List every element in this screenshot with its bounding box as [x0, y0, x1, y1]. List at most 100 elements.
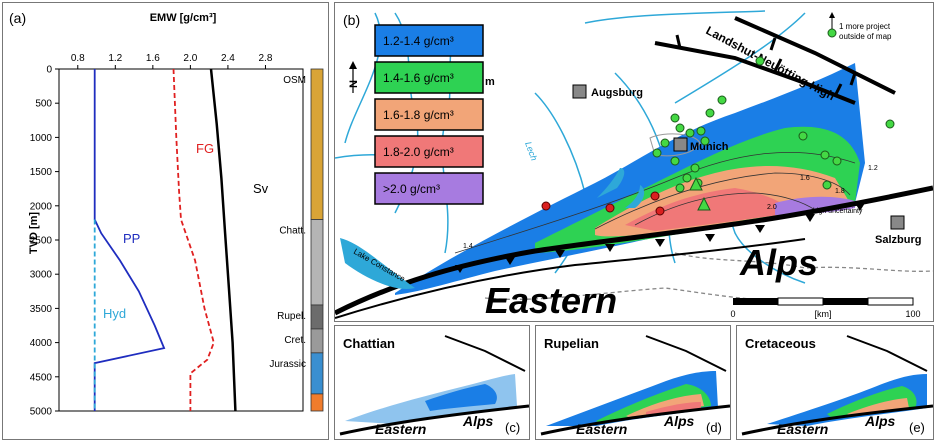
inset-fault: [444, 335, 526, 372]
panel-b-map: 1.2 1.6 1.8 2.0 1.4 high uncertainty: [334, 2, 934, 322]
inset-zone: [767, 374, 927, 426]
legend-swatch: [374, 172, 484, 205]
fault-tick: [849, 72, 857, 86]
pressure-legend: 1.2-1.4 g/cm³ 1.4-1.6 g/cm³ 1.6-1.8 g/cm³ 1…: [374, 24, 484, 205]
formation-block: [310, 328, 324, 354]
legend-label: 1.2-1.4 g/cm³: [383, 34, 454, 48]
formation-label: OSM: [283, 75, 306, 86]
formation-label: Jurassic: [269, 359, 306, 370]
project-marker: [705, 108, 715, 118]
landshut-fault-north: [734, 16, 896, 95]
series-line-pp: [93, 69, 166, 411]
contour-label-1-8: 1.8: [835, 188, 845, 195]
y-tick-label: 2000: [30, 201, 53, 212]
depth-profile-chart: (a) EMW [g/cm³] TVD [m] 0.8 1.2 1.6 2.0 2.4 2…: [9, 10, 324, 418]
legend-label: 1.8-2.0 g/cm³: [383, 145, 454, 159]
x-tick-label: 2.0: [183, 53, 197, 64]
formation-block: [310, 68, 324, 220]
contour-label-1-2: 1.2: [868, 165, 878, 172]
scale-segment: [823, 298, 868, 305]
contour: [454, 151, 856, 254]
inset-fault: [645, 335, 727, 372]
alpine-thrust-line: [335, 238, 806, 319]
inset-alpine-front: [741, 404, 933, 436]
border-line: [484, 287, 836, 304]
project-triangle: [697, 196, 711, 211]
inset-zone: [425, 384, 497, 411]
y-tick-label: 0: [46, 65, 52, 76]
munich-label: Munich: [690, 141, 729, 153]
inset-map: Chattian Eastern Alps (c): [339, 335, 529, 437]
failed-project-marker: [605, 203, 615, 213]
thrust-tooth: [555, 250, 565, 258]
sv-curve-label: Sv: [253, 181, 269, 196]
legend-label: >2.0 g/cm³: [383, 182, 440, 196]
thrust-tooth: [805, 214, 815, 222]
legend-label: 1.4-1.6 g/cm³: [383, 71, 454, 85]
legend-swatch: [374, 24, 484, 57]
inset-title: Cretaceous: [745, 336, 816, 351]
inset-zone: [626, 394, 704, 418]
y-tick-label: 2500: [30, 236, 53, 247]
fault-tick: [769, 37, 777, 51]
fault-ticks: [675, 34, 857, 97]
formation-block: [310, 352, 324, 395]
inset-tag: (e): [909, 420, 925, 435]
project-marker: [696, 126, 706, 136]
scale-segment: [777, 297, 824, 306]
salzburg-label: Salzburg: [875, 234, 921, 246]
project-marker: [820, 150, 830, 160]
project-marker: [660, 138, 670, 148]
scale-unit: [km]: [815, 309, 832, 319]
inset-zone: [646, 402, 701, 416]
inset-chattian: Chattian Eastern Alps (c): [334, 325, 530, 440]
inset-map: Cretaceous Eastern Alps (e): [741, 335, 933, 437]
legend-swatch: [374, 61, 484, 94]
alpine-thrust-front: [335, 185, 933, 316]
alps-label: Alps: [739, 242, 818, 283]
landshut-fault: [654, 41, 856, 105]
x-axis-label: EMW [g/cm³]: [150, 12, 217, 24]
pp-curve-label: PP: [123, 231, 140, 246]
inset-tag: (d): [706, 420, 722, 435]
hyd-curve-label: Hyd: [103, 306, 126, 321]
failed-project-marker: [541, 201, 551, 211]
x-tick-label: 1.2: [108, 53, 122, 64]
lake-ammersee: [597, 168, 625, 198]
project-marker: [832, 156, 842, 166]
inset-title: Chattian: [343, 336, 395, 351]
formation-label: Rupel.: [277, 311, 306, 322]
pressure-map: 1.2 1.6 1.8 2.0 1.4 high uncertainty: [335, 10, 933, 321]
project-marker: [685, 128, 695, 138]
failed-projects: [541, 191, 665, 216]
eastern-label: Eastern: [485, 280, 617, 321]
scale-segment: [867, 297, 914, 306]
y-tick-label: 3500: [30, 304, 53, 315]
zone-1-2-to-1-4: [395, 63, 865, 295]
lake-constance: [340, 238, 415, 289]
thrust-tooth: [755, 225, 765, 233]
x-tick-label: 2.4: [221, 53, 235, 64]
project-triangle: [689, 176, 703, 191]
thrust-tooth: [605, 244, 615, 252]
scale-bar: [733, 297, 914, 306]
scale-hundred: 100: [905, 309, 920, 319]
contour: [634, 192, 816, 226]
zone-above-2-0: [775, 196, 855, 215]
fault-tick: [773, 58, 783, 72]
inset-rupelian: Rupelian Eastern Alps (d): [535, 325, 731, 440]
inset-map: Rupelian Eastern Alps (d): [540, 335, 730, 437]
y-tick-label: 4000: [30, 338, 53, 349]
legend-swatch: [374, 98, 484, 131]
project-note-2: outside of map: [839, 32, 892, 41]
project-marker: [682, 173, 692, 183]
inset-tag: (c): [505, 420, 520, 435]
panel-b-label: (b): [343, 12, 360, 28]
thrust-tooth: [505, 257, 515, 265]
munich-partial-label: m: [485, 76, 495, 88]
project-arrowhead: [829, 12, 835, 18]
inset-fault: [846, 335, 928, 372]
contour-label-2-0: 2.0: [767, 204, 777, 211]
y-tick-label: 1500: [30, 167, 53, 178]
river: [674, 12, 806, 104]
